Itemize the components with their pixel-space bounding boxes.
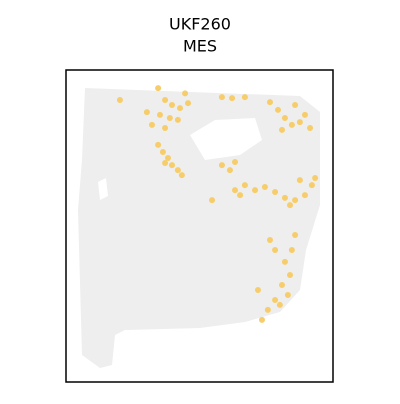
spot	[279, 281, 286, 288]
spot	[252, 187, 259, 194]
spot	[312, 174, 319, 181]
spot	[288, 247, 295, 254]
spot	[155, 85, 162, 92]
spot	[116, 96, 123, 103]
spot	[237, 192, 244, 199]
spot	[258, 316, 265, 323]
spot	[162, 125, 169, 132]
spot	[308, 182, 315, 189]
spot	[284, 291, 291, 298]
chart-subtitle: MES	[183, 37, 217, 56]
spot	[241, 94, 248, 101]
spot	[261, 184, 268, 190]
spot	[241, 182, 248, 189]
chart-title: UKF260	[169, 15, 231, 34]
spot	[254, 286, 261, 293]
spot	[264, 306, 271, 313]
spot	[307, 125, 314, 132]
spot	[301, 192, 308, 199]
spot	[274, 106, 281, 113]
spot	[209, 197, 216, 204]
spot	[266, 99, 273, 106]
frame	[65, 69, 334, 383]
spot	[272, 296, 279, 303]
spot	[232, 159, 239, 166]
spot	[148, 121, 155, 128]
spot	[266, 237, 273, 244]
spot	[281, 194, 288, 201]
spot	[174, 116, 181, 123]
spot	[185, 100, 192, 107]
spot	[156, 111, 163, 118]
spot	[296, 177, 303, 184]
tissue-gap	[190, 118, 262, 160]
spot	[281, 258, 288, 265]
spot	[272, 247, 279, 254]
spot	[287, 202, 294, 209]
spot	[143, 109, 150, 116]
spot	[301, 111, 308, 118]
spot	[229, 95, 236, 102]
spot	[226, 167, 233, 174]
spot	[166, 115, 173, 122]
spot	[177, 105, 184, 112]
spot	[292, 232, 299, 239]
spot	[218, 94, 225, 101]
spot	[162, 96, 169, 103]
spot	[279, 126, 286, 133]
spot	[178, 172, 185, 179]
spot	[174, 167, 181, 174]
spot	[272, 188, 279, 195]
spot	[276, 301, 283, 308]
spot	[182, 90, 189, 97]
spot	[164, 154, 171, 161]
spot	[168, 101, 175, 108]
spot	[155, 141, 162, 148]
spot	[168, 162, 175, 169]
spot	[281, 115, 288, 122]
spot	[288, 121, 295, 128]
tissue-gap	[98, 178, 108, 200]
spot	[292, 101, 299, 108]
tissue	[78, 88, 320, 368]
spot	[159, 149, 166, 156]
spot	[162, 159, 169, 166]
spot	[287, 271, 294, 278]
spot	[296, 119, 303, 126]
spot	[292, 197, 299, 204]
spot	[218, 162, 225, 169]
spot	[232, 187, 239, 194]
